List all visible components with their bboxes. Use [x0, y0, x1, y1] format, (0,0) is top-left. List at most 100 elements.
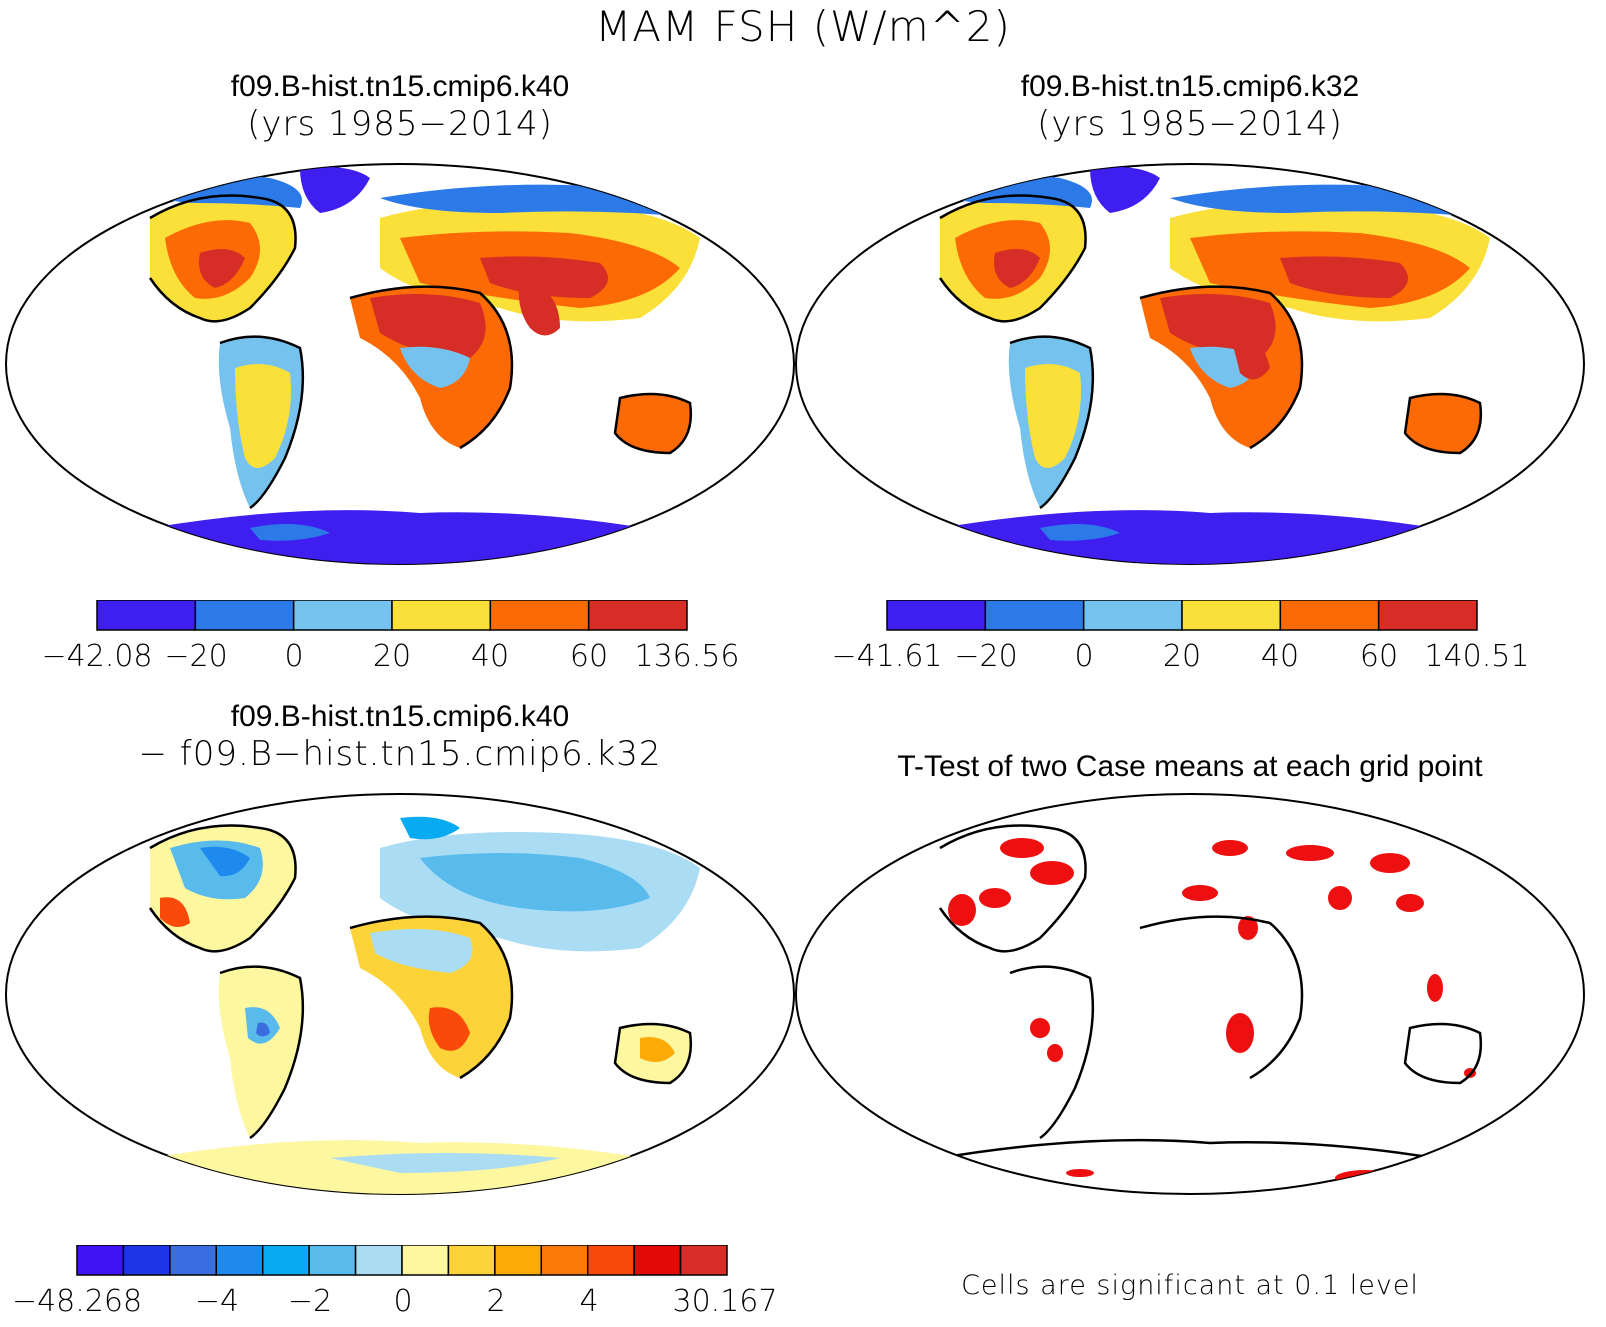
- colorbar-k32-tick: 40: [1261, 639, 1299, 674]
- colorbar-k40-box: [587, 600, 688, 631]
- colorbar-diff-box: [494, 1245, 543, 1276]
- panel-diff-title: f09.B-hist.tn15.cmip6.k40: [230, 700, 570, 733]
- colorbar-k32-box: [886, 600, 987, 631]
- colorbar-diff-box: [679, 1245, 728, 1276]
- significant-cell: [948, 894, 976, 926]
- colorbar-k32-box: [984, 600, 1085, 631]
- colorbar-k40-box: [391, 600, 492, 631]
- panel-k32-title: f09.B-hist.tn15.cmip6.k32: [1020, 70, 1360, 103]
- colorbar-diff: −48.268 −4 −2 0 2 4 30.167: [12, 1245, 778, 1319]
- land-level-patch: [1040, 524, 1120, 541]
- land-level-patch: [1025, 364, 1081, 468]
- land-level-patch: [480, 256, 608, 298]
- diff-level-patch: [256, 1022, 270, 1037]
- colorbar-diff-max: 30.167: [673, 1284, 778, 1319]
- map-ttest-frame: [795, 793, 1585, 1195]
- land-level-patch: [994, 249, 1040, 288]
- colorbar-diff-box: [401, 1245, 450, 1276]
- map-diff-coastlines: [148, 824, 693, 1140]
- colorbar-k40-box: [194, 600, 295, 631]
- colorbar-k40-min: −42.08: [41, 639, 152, 674]
- diff-level-patch: [640, 1037, 675, 1062]
- colorbar-diff-box: [76, 1245, 125, 1276]
- colorbar-k32-min: −41.61: [831, 639, 942, 674]
- diff-level-patch: [160, 897, 190, 927]
- colorbar-k32-box: [1082, 600, 1183, 631]
- land-level-patch: [250, 524, 330, 541]
- map-k40: [5, 163, 795, 565]
- colorbar-diff-box: [586, 1245, 635, 1276]
- diff-level-patch: [200, 846, 250, 877]
- map-k32: [795, 163, 1585, 565]
- land-level-patch: [370, 294, 486, 358]
- colorbar-k32-tick: −20: [954, 639, 1017, 674]
- colorbar-k40-boxes: [96, 600, 688, 631]
- significant-cell: [1066, 1169, 1094, 1177]
- colorbar-k32-tick: 20: [1163, 639, 1201, 674]
- colorbar-k40-tick: 60: [570, 639, 608, 674]
- diff-level-patch: [330, 1153, 560, 1173]
- ttest-footnote: Cells are significant at 0.1 level: [961, 1270, 1419, 1301]
- colorbar-diff-box: [354, 1245, 403, 1276]
- significant-cell: [1047, 1044, 1063, 1062]
- colorbar-diff-box: [169, 1245, 218, 1276]
- colorbar-k32: −41.61 −20 0 20 40 60 140.51: [831, 600, 1529, 674]
- significant-cell: [1226, 1013, 1254, 1053]
- colorbar-k32-box: [1377, 600, 1478, 631]
- diff-level-patch: [218, 966, 303, 1138]
- map-k40-coastlines: [148, 194, 693, 510]
- colorbar-diff-box: [633, 1245, 682, 1276]
- colorbar-k40-tick: −20: [164, 639, 227, 674]
- map-ttest: [795, 793, 1585, 1195]
- colorbar-diff-tick: 2: [486, 1284, 505, 1319]
- colorbar-k32-boxes: [886, 600, 1478, 631]
- colorbar-diff-boxes: [76, 1245, 728, 1276]
- panel-diff-subtitle: − f09.B−hist.tn15.cmip6.k32: [138, 734, 662, 774]
- colorbar-k32-box: [1181, 600, 1282, 631]
- colorbar-diff-box: [215, 1245, 264, 1276]
- land-level-patch: [300, 166, 370, 213]
- colorbar-k40-box: [489, 600, 590, 631]
- colorbar-k40: −42.08 −20 0 20 40 60 136.56: [41, 600, 740, 674]
- panel-k32-header: f09.B-hist.tn15.cmip6.k32 (yrs 1985−2014…: [790, 70, 1590, 144]
- map-ttest-coastlines: [938, 824, 1491, 1170]
- map-k32-coastlines: [938, 194, 1483, 510]
- significant-cell: [1286, 845, 1334, 861]
- land-level-patch: [1280, 256, 1408, 298]
- significant-cell: [1238, 916, 1258, 940]
- significant-cell: [1335, 1170, 1395, 1186]
- colorbar-k40-max: 136.56: [635, 639, 740, 674]
- figure-title: MAM FSH (W/m^2): [595, 2, 1011, 51]
- land-level-patch: [1405, 394, 1481, 453]
- diff-level-patch: [400, 816, 460, 840]
- panel-k40-title: f09.B-hist.tn15.cmip6.k40: [230, 70, 570, 103]
- colorbar-diff-tick: −2: [288, 1284, 332, 1319]
- colorbar-diff-box: [308, 1245, 357, 1276]
- significant-cell: [979, 888, 1011, 908]
- significant-cell: [1328, 886, 1352, 910]
- panel-k32-subtitle: (yrs 1985−2014): [1037, 104, 1343, 144]
- land-level-patch: [1090, 166, 1160, 213]
- panel-k40-subtitle: (yrs 1985−2014): [247, 104, 553, 144]
- panel-k40-header: f09.B-hist.tn15.cmip6.k40 (yrs 1985−2014…: [0, 70, 800, 144]
- colorbar-diff-tick: −4: [195, 1284, 239, 1319]
- land-level-patch: [199, 249, 245, 288]
- significant-cell: [1000, 838, 1044, 858]
- land-level-patch: [615, 394, 691, 453]
- colorbar-diff-box: [540, 1245, 589, 1276]
- significant-cell: [1030, 861, 1074, 885]
- colorbar-diff-box: [122, 1245, 171, 1276]
- colorbar-diff-box: [261, 1245, 310, 1276]
- significant-cell: [1212, 840, 1248, 856]
- diff-level-patch: [428, 1007, 470, 1051]
- panel-diff-header: f09.B-hist.tn15.cmip6.k40 − f09.B−hist.t…: [0, 700, 800, 774]
- colorbar-diff-min: −48.268: [12, 1284, 142, 1319]
- colorbar-k32-tick: 60: [1360, 639, 1398, 674]
- colorbar-diff-box: [447, 1245, 496, 1276]
- colorbar-k40-tick: 40: [471, 639, 509, 674]
- colorbar-k40-box: [96, 600, 197, 631]
- land-level-patch: [1230, 332, 1270, 380]
- map-diff: [5, 793, 795, 1195]
- significant-cell: [1427, 974, 1443, 1002]
- land-level-patch: [235, 364, 291, 468]
